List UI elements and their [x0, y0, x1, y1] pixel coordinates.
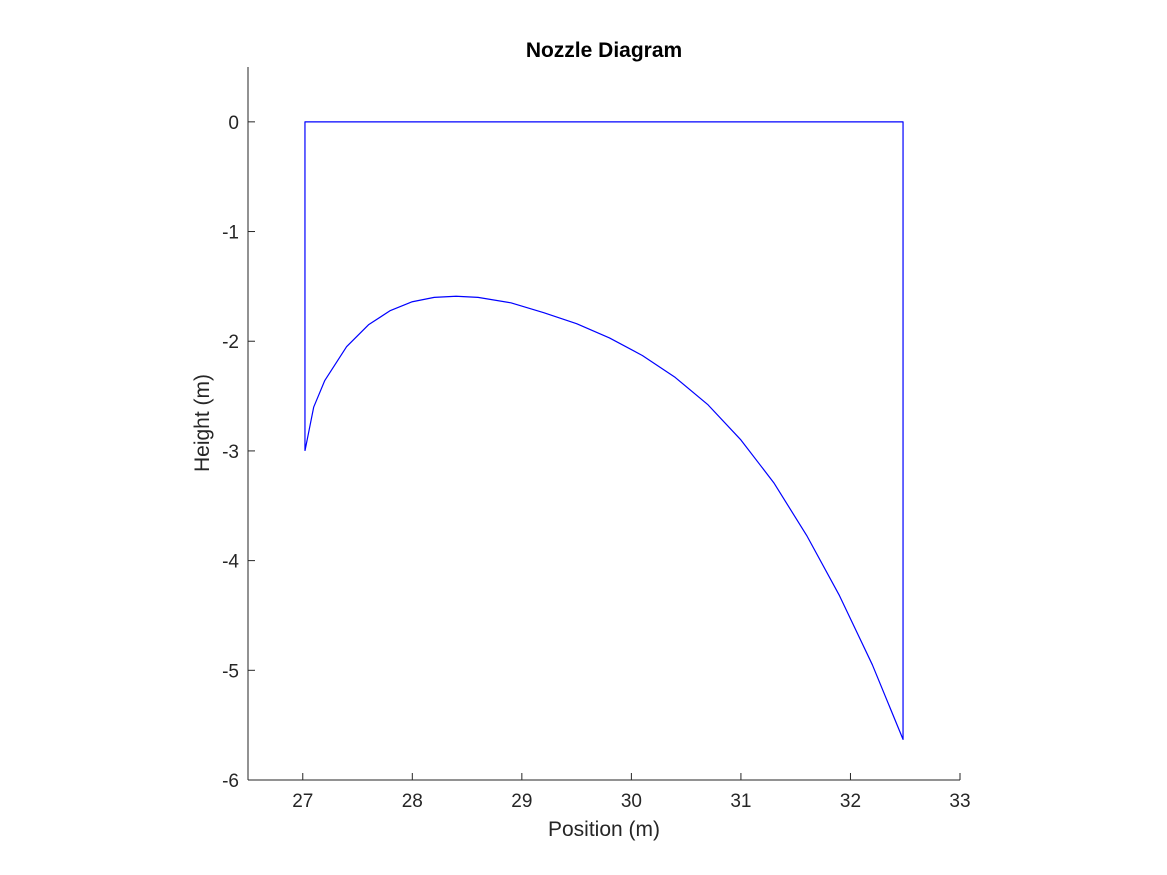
y-axis-title: Height (m) [191, 374, 214, 472]
y-tick-label: -5 [222, 661, 239, 682]
x-axis-title: Position (m) [548, 818, 660, 841]
x-tick-label: 29 [511, 791, 532, 812]
x-tick-label: 28 [402, 791, 423, 812]
nozzle-outline-line [304, 121, 904, 741]
chart-title: Nozzle Diagram [526, 39, 682, 62]
y-tick-label: 0 [228, 113, 239, 134]
y-tick-label: -3 [222, 442, 239, 463]
y-tick-label: -1 [222, 223, 239, 244]
x-tick-label: 30 [621, 791, 642, 812]
plot-area [304, 121, 904, 741]
x-tick-label: 31 [730, 791, 751, 812]
y-axis-ticks: 0 -1 -2 -3 -4 -5 -6 [222, 113, 255, 792]
y-tick-label: -4 [222, 552, 239, 573]
x-axis-ticks: 27 28 29 30 31 32 33 [292, 773, 971, 812]
y-tick-label: -6 [222, 771, 239, 792]
x-tick-label: 33 [949, 791, 970, 812]
x-tick-label: 27 [292, 791, 313, 812]
x-tick-label: 32 [840, 791, 861, 812]
y-tick-label: -2 [222, 332, 239, 353]
